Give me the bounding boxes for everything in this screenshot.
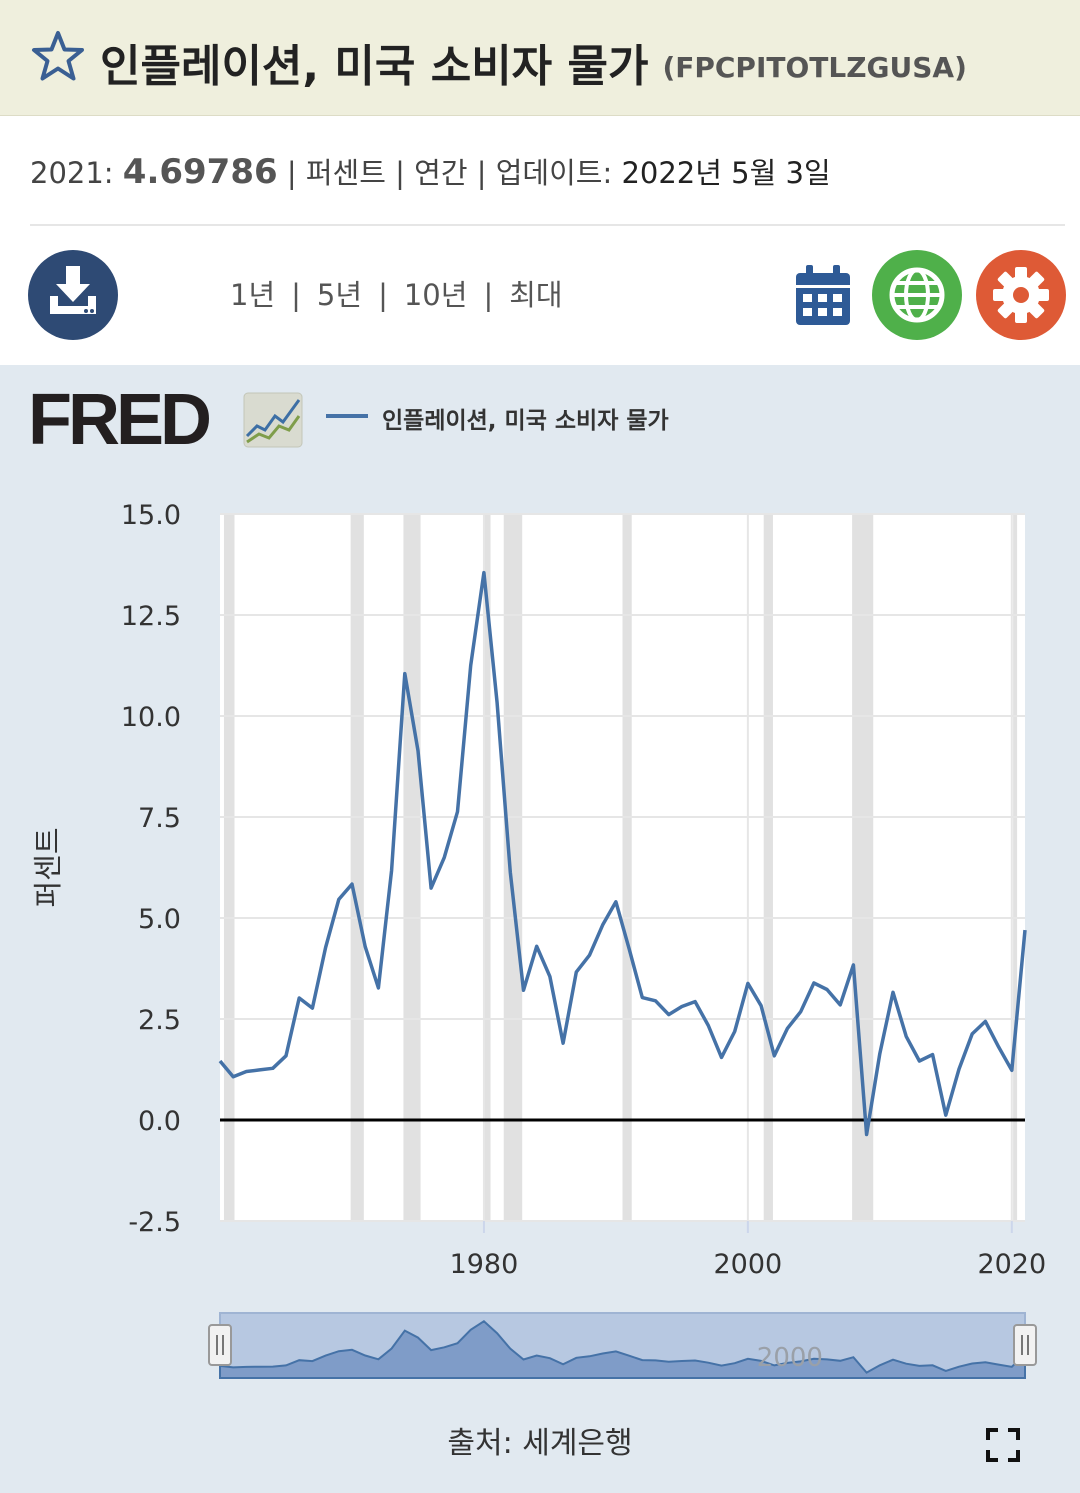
- x-tick-label: 1980: [450, 1249, 519, 1280]
- title-text: 인플레이션, 미국 소비자 물가: [100, 41, 649, 92]
- svg-text:FRED: FRED: [28, 384, 209, 450]
- y-tick-label: 10.0: [121, 702, 181, 733]
- meta-sep: |: [395, 156, 415, 190]
- navigator-tick-label: 2000: [757, 1343, 823, 1373]
- fred-chart-icon: [243, 392, 303, 448]
- download-icon: [50, 266, 96, 314]
- globe-button[interactable]: [872, 250, 962, 340]
- series-id: (FPCPITOTLZGUSA): [662, 51, 967, 84]
- meta-updated-date: 2022년 5월 3일: [621, 156, 831, 190]
- recession-band: [1013, 514, 1018, 1221]
- meta-updated-label: 업데이트:: [495, 156, 613, 190]
- navigator-handle-left[interactable]: [208, 1324, 232, 1366]
- range-1y[interactable]: 1년: [230, 278, 276, 312]
- navigator-series: [219, 1320, 1026, 1379]
- x-tick-label: 2020: [977, 1249, 1046, 1280]
- x-tick-label: 2000: [714, 1249, 783, 1280]
- y-tick-label: 2.5: [138, 1005, 181, 1036]
- settings-button[interactable]: [976, 250, 1066, 340]
- star-icon[interactable]: [30, 30, 86, 82]
- meta-value: 4.69786: [122, 152, 278, 192]
- navigator-handle-right[interactable]: [1013, 1324, 1037, 1366]
- y-tick-label: 0.0: [138, 1106, 181, 1137]
- y-tick-label: 12.5: [121, 601, 181, 632]
- calendar-button[interactable]: [794, 263, 852, 327]
- recession-band: [622, 514, 632, 1221]
- fullscreen-icon[interactable]: [986, 1428, 1020, 1462]
- download-button[interactable]: [28, 250, 118, 340]
- recession-band: [350, 514, 364, 1221]
- range-max[interactable]: 최대: [509, 278, 563, 312]
- recession-band: [503, 514, 523, 1221]
- meta-unit: 퍼센트: [305, 156, 386, 190]
- range-selector: 1년 | 5년 | 10년 | 최대: [230, 272, 563, 314]
- range-10y[interactable]: 10년: [403, 278, 468, 312]
- recession-band: [403, 514, 421, 1221]
- y-tick-label: 7.5: [138, 803, 181, 834]
- meta-sep: |: [476, 156, 496, 190]
- meta-frequency: 연간: [414, 156, 468, 190]
- y-tick-label: -2.5: [128, 1207, 181, 1238]
- fred-logo: FRED: [28, 384, 213, 450]
- range-sep: |: [483, 278, 494, 312]
- recession-band: [852, 514, 874, 1221]
- recession-band: [763, 514, 773, 1221]
- gear-icon: [993, 267, 1049, 323]
- source-label: 출처: 세계은행: [447, 1426, 633, 1461]
- legend-label[interactable]: 인플레이션, 미국 소비자 물가: [382, 408, 669, 434]
- range-5y[interactable]: 5년: [316, 278, 363, 312]
- meta-year: 2021:: [30, 156, 114, 190]
- globe-icon: [889, 267, 945, 323]
- y-tick-label: 15.0: [121, 500, 181, 531]
- line-chart[interactable]: 15.0 12.5 10.0 7.5 5.0 2.5 0.0 -2.5 1980 2000 2020…: [0, 365, 1080, 1405]
- calendar-icon: [796, 265, 850, 325]
- recession-band: [483, 514, 491, 1221]
- meta-sep: |: [286, 156, 306, 190]
- y-axis-label: 퍼센트: [31, 827, 65, 907]
- divider: [30, 224, 1065, 226]
- title-bar: 인플레이션, 미국 소비자 물가 (FPCPITOTLZGUSA): [0, 0, 1080, 116]
- page-title: 인플레이션, 미국 소비자 물가 (FPCPITOTLZGUSA): [100, 30, 967, 94]
- range-sep: |: [291, 278, 301, 312]
- recession-band: [223, 514, 235, 1221]
- series-line: [218, 570, 1027, 1137]
- range-sep: |: [378, 278, 388, 312]
- y-tick-label: 5.0: [138, 904, 181, 935]
- series-meta: 2021: 4.69786 | 퍼센트 | 연간 | 업데이트: 2022년 5…: [30, 150, 831, 192]
- legend-swatch: [326, 414, 368, 418]
